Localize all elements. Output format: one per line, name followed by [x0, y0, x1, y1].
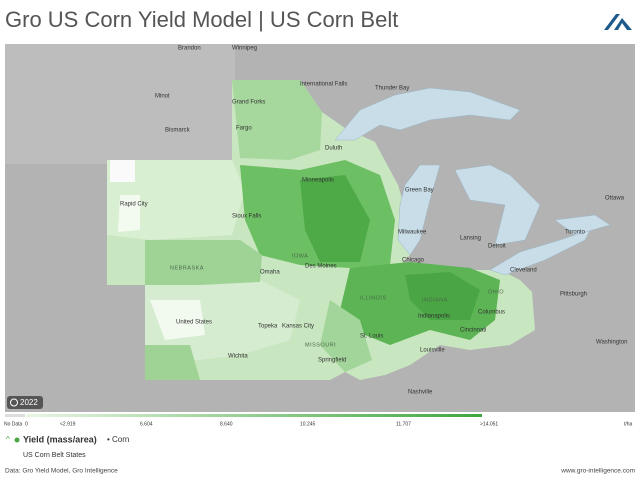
legend-label: 6.604	[140, 421, 153, 427]
logo	[604, 14, 632, 30]
state-label: IOWA	[292, 253, 308, 259]
place-label: Columbus	[478, 310, 505, 316]
place-label: Milwaukee	[398, 230, 427, 236]
legend-label: 0	[25, 421, 28, 427]
layer-region: US Corn Belt States	[23, 452, 86, 459]
place-label: Winnipeg	[232, 46, 257, 52]
place-label: Thunder Bay	[375, 86, 409, 92]
lakes	[334, 87, 611, 276]
place-label: Pittsburgh	[560, 292, 587, 298]
place-label: St. Louis	[360, 334, 383, 340]
layer-dot	[14, 437, 20, 443]
legend-scale	[26, 414, 482, 417]
place-label: Green Bay	[405, 188, 434, 194]
place-label: Indianapolis	[418, 314, 450, 320]
place-label: Topeka	[258, 324, 278, 330]
layer-metric: Yield (mass/area)	[23, 434, 97, 444]
footer-source: Data: Gro Yield Model, Gro Intelligence	[5, 468, 118, 475]
corn-belt	[107, 80, 535, 380]
place-label: Nashville	[408, 390, 433, 396]
place-label: Fargo	[236, 126, 252, 132]
legend-label: No Data	[4, 421, 23, 427]
place-label: Toronto	[565, 230, 586, 236]
legend-label: 8.640	[220, 421, 233, 427]
state-label: MISSOURI	[305, 342, 336, 348]
place-label: Duluth	[325, 146, 342, 152]
place-label: Wichita	[228, 354, 248, 360]
place-label: Bismarck	[165, 128, 191, 134]
title: Gro US Corn Yield Model | US Corn Belt	[5, 7, 398, 32]
place-label: United States	[176, 320, 212, 326]
place-label: Detroit	[488, 244, 506, 250]
footer-url[interactable]: www.gro-intelligence.com	[560, 468, 635, 475]
place-label: Chicago	[402, 258, 425, 264]
place-label: Des Moines	[305, 264, 337, 270]
legend-label: 11.707	[396, 421, 411, 427]
legend-unit: t/ha	[624, 421, 633, 427]
place-label: Omaha	[260, 270, 280, 276]
place-label: International Falls	[300, 82, 347, 88]
place-label: Rapid City	[120, 202, 148, 208]
clock-icon	[10, 398, 18, 407]
state-label: INDIANA	[422, 297, 448, 303]
legend: No Data 0 <2.919 6.604 8.640 10.245 11.7…	[4, 414, 633, 427]
legend-label: >14.051	[480, 421, 498, 427]
year-badge[interactable]: 2022	[20, 398, 38, 407]
place-label: Lansing	[460, 236, 481, 242]
place-label: Grand Forks	[232, 100, 265, 106]
map: Brandon Winnipeg Minot Bismarck Grand Fo…	[5, 44, 635, 412]
place-label: Louisville	[420, 348, 445, 354]
layer-info: ^ Yield (mass/area) • Corn US Corn Belt …	[6, 434, 129, 458]
map-terrain	[5, 44, 235, 164]
state-label: NEBRASKA	[170, 265, 204, 271]
place-label: Minot	[155, 94, 170, 100]
state-label: OHIO	[488, 289, 504, 295]
place-label: Sioux Falls	[232, 214, 261, 220]
legend-label: 10.245	[300, 421, 316, 427]
legend-label: <2.919	[60, 421, 76, 427]
place-label: Springfield	[318, 358, 346, 364]
legend-nodata	[5, 414, 25, 417]
layer-item: • Corn	[107, 435, 129, 444]
place-label: Ottawa	[605, 196, 625, 202]
toggle-icon[interactable]: ^	[6, 435, 10, 444]
place-label: Kansas City	[282, 324, 314, 330]
place-label: Cleveland	[510, 268, 537, 274]
place-label: Brandon	[178, 46, 201, 52]
place-label: Washington	[596, 340, 627, 346]
state-label: ILLINOIS	[360, 295, 387, 301]
place-label: Cincinnati	[460, 328, 486, 334]
place-labels: Brandon Winnipeg Minot Bismarck Grand Fo…	[120, 46, 627, 396]
place-label: Minneapolis	[302, 178, 334, 184]
